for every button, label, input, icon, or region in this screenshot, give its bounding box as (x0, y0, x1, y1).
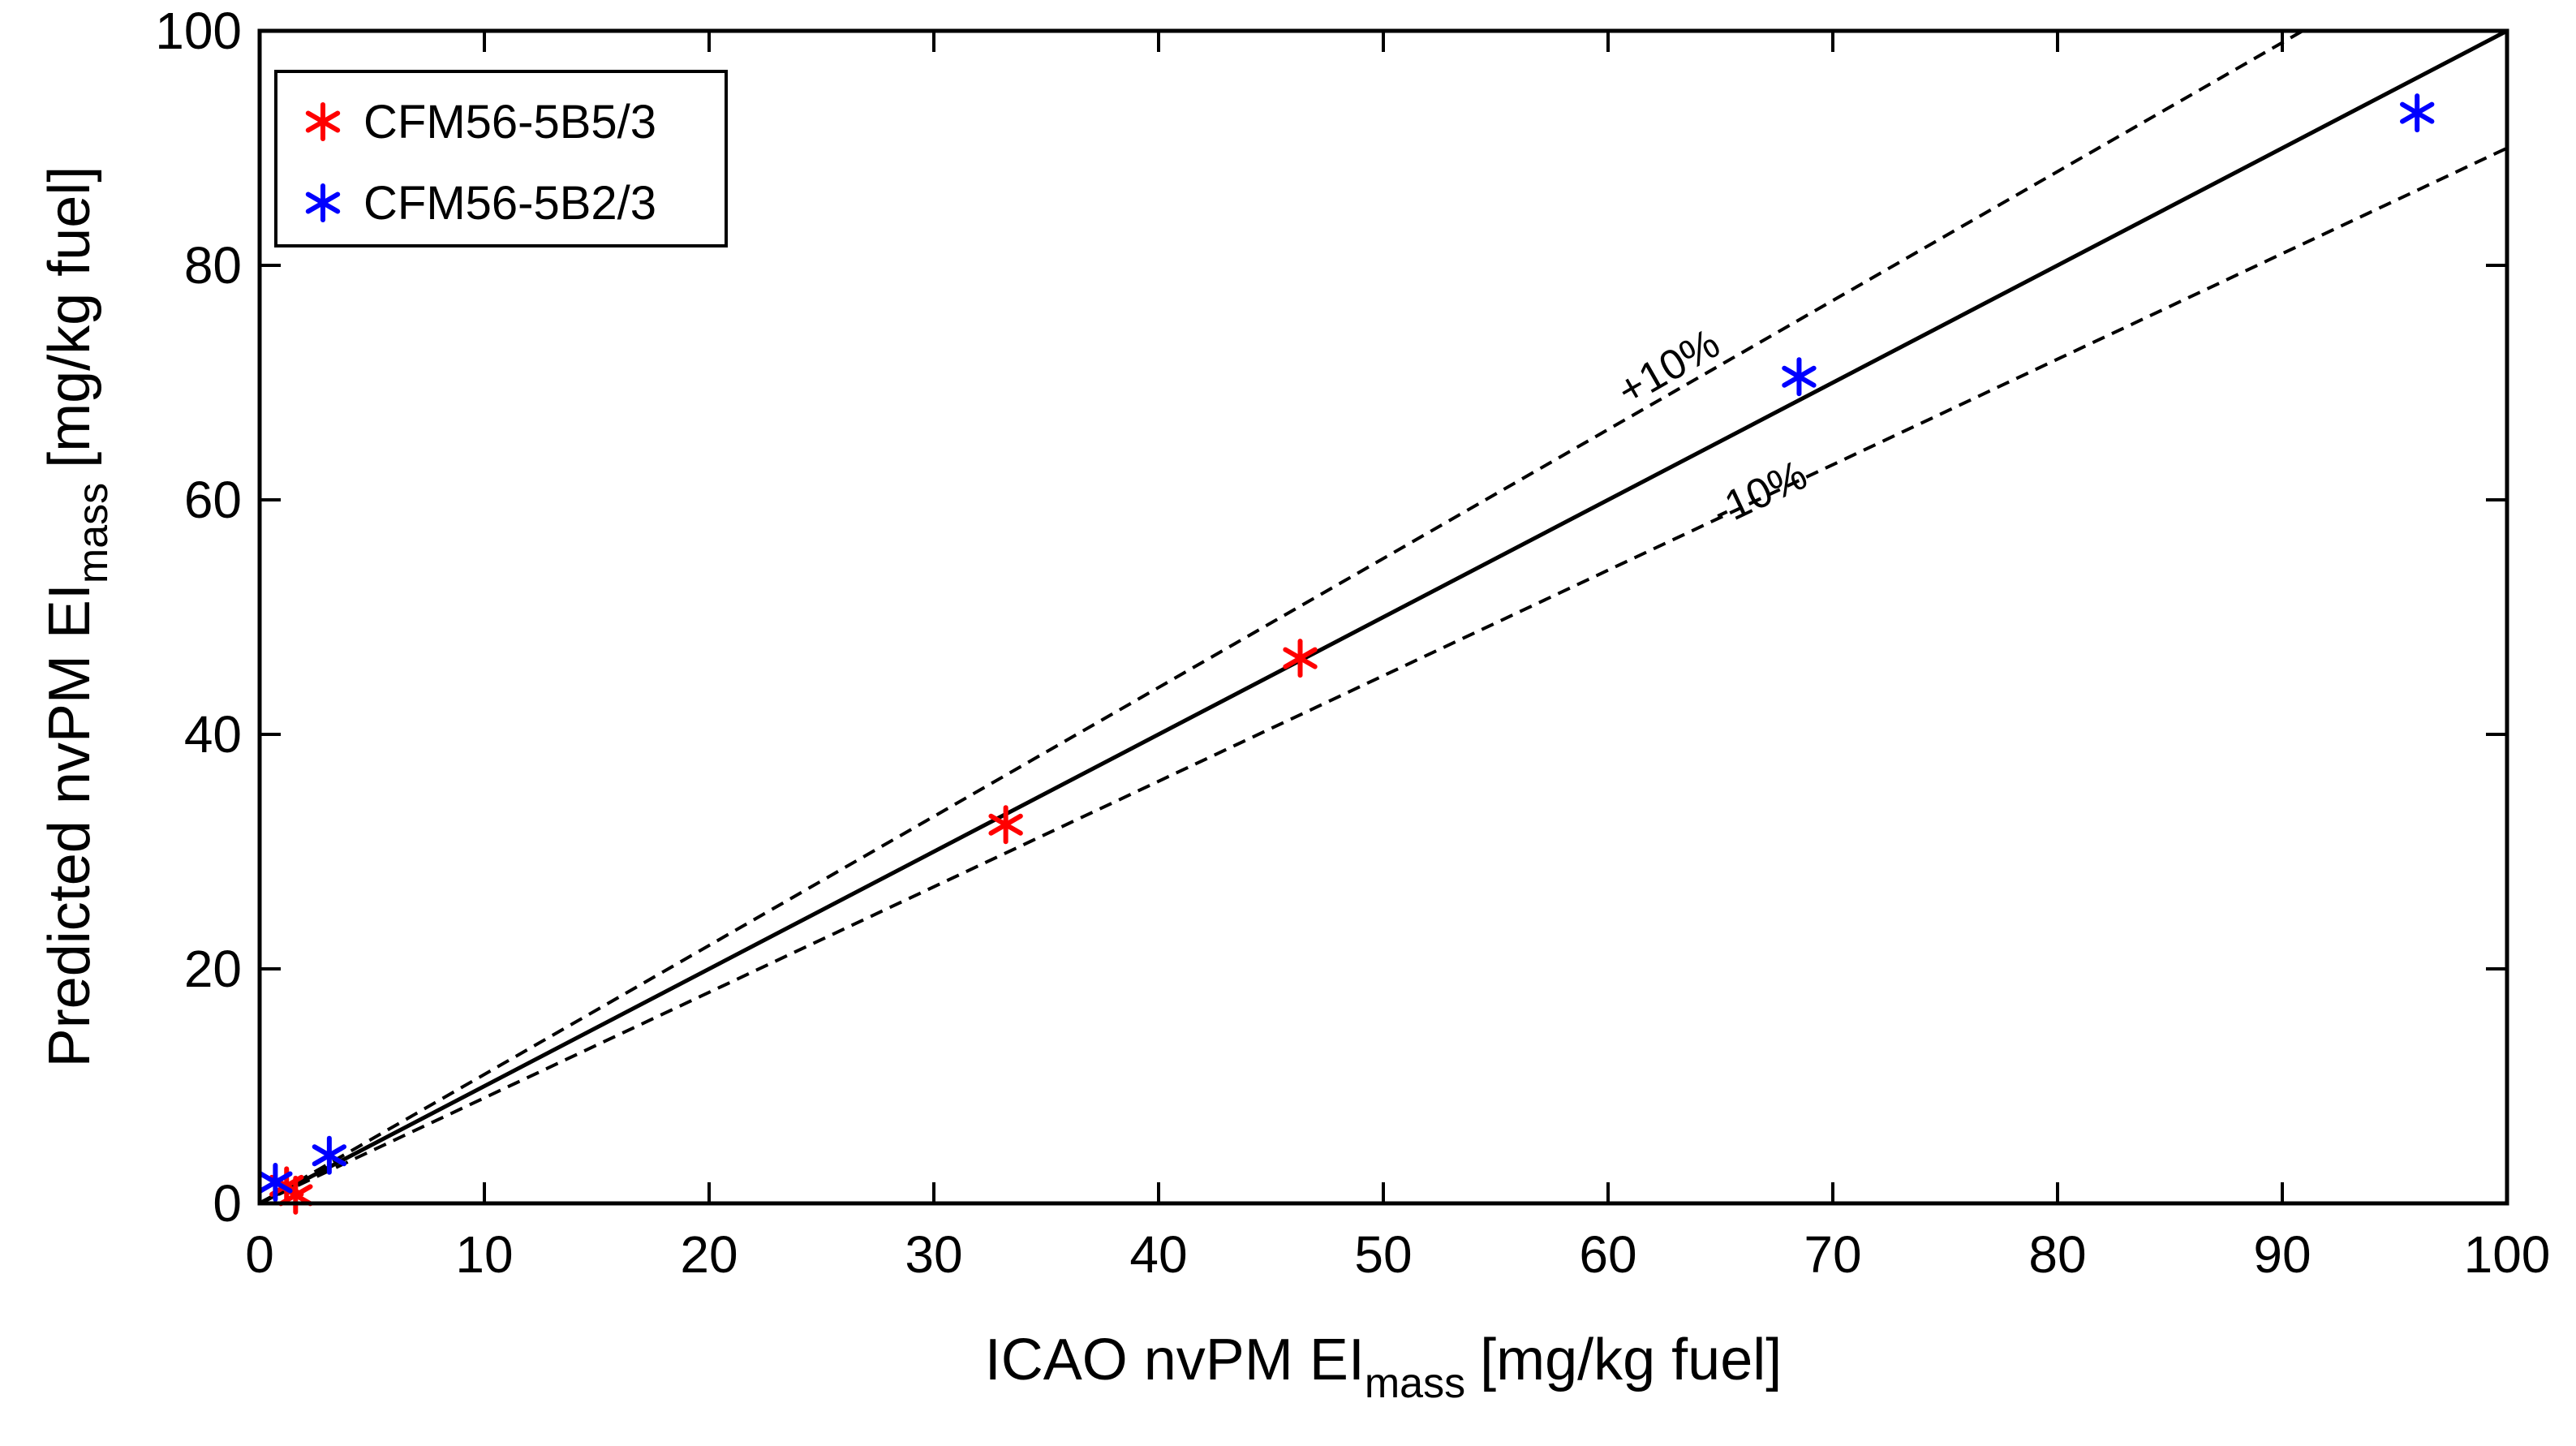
y-axis-title-unit: [mg/kg fuel] (37, 166, 102, 468)
data-point-cfm56-5b2-3 (1782, 357, 1817, 397)
x-tick-label: 10 (455, 1225, 513, 1284)
y-axis: 0 20 40 60 80 100 (155, 2, 2507, 1233)
legend-label: CFM56-5B2/3 (363, 177, 656, 230)
data-point-cfm56-5b2-3 (2400, 93, 2435, 133)
y-axis-title-sub: mass (70, 483, 117, 583)
x-tick-label: 60 (1579, 1225, 1636, 1284)
legend-marker-cfm56-5b5-3 (305, 102, 341, 141)
data-point-cfm56-5b5-3 (1283, 639, 1318, 678)
x-tick-label: 0 (245, 1225, 274, 1284)
y-tick-label: 60 (184, 471, 242, 529)
1-1-line (260, 31, 2507, 1203)
data-points (258, 93, 2435, 1215)
band-labels: +10% -10% (1610, 320, 1814, 536)
y-tick-label: 40 (184, 705, 242, 764)
legend-label: CFM56-5B5/3 (363, 96, 656, 148)
x-axis-title: ICAO nvPM EImass [mg/kg fuel] (985, 1328, 1783, 1407)
y-tick-label: 80 (184, 236, 242, 295)
y-tick-label: 0 (213, 1174, 242, 1233)
x-tick-label: 40 (1129, 1225, 1187, 1284)
y-tick-label: 100 (155, 2, 242, 60)
data-point-cfm56-5b5-3 (988, 805, 1023, 845)
x-tick-label: 80 (2028, 1225, 2086, 1284)
legend-box (274, 70, 728, 247)
legend-marker-cfm56-5b2-3 (305, 183, 341, 222)
x-tick-label: 20 (680, 1225, 738, 1284)
x-axis-title-main: ICAO nvPM EI (985, 1328, 1365, 1392)
x-tick-label: 70 (1804, 1225, 1861, 1284)
legend: CFM56-5B5/3 CFM56-5B2/3 (274, 70, 728, 247)
minus-ten-percent-label: -10% (1705, 451, 1814, 536)
x-tick-label: 90 (2253, 1225, 2311, 1284)
ten-line (260, 31, 2307, 1203)
x-axis-title-unit: [mg/kg fuel] (1480, 1328, 1782, 1392)
data-point-cfm56-5b2-3 (312, 1135, 347, 1175)
y-tick-label: 20 (184, 940, 242, 998)
plus-ten-percent-label: +10% (1610, 320, 1727, 415)
x-axis-title-sub: mass (1365, 1360, 1465, 1407)
x-tick-label: 30 (905, 1225, 962, 1284)
reference-lines (260, 31, 2507, 1203)
ten-line (260, 146, 2507, 1203)
y-axis-title: Predicted nvPM EImass [mg/kg fuel] (37, 166, 117, 1068)
y-axis-title-main: Predicted nvPM EI (37, 583, 102, 1067)
x-tick-label: 100 (2464, 1225, 2551, 1284)
x-tick-label: 50 (1354, 1225, 1412, 1284)
data-point-cfm56-5b2-3 (258, 1162, 293, 1202)
x-axis: 0 10 20 30 40 50 60 70 80 90 100 (245, 31, 2550, 1284)
